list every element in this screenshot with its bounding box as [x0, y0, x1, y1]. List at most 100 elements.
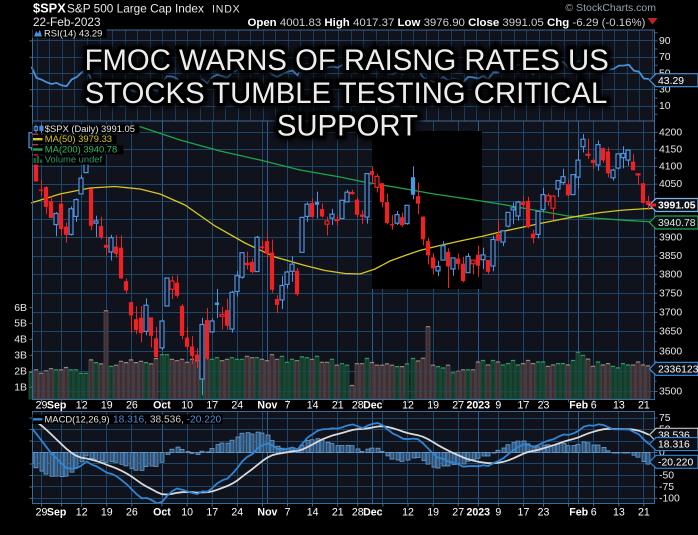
svg-text:10: 10: [659, 101, 671, 112]
svg-text:17: 17: [206, 399, 218, 411]
svg-text:6B: 6B: [14, 303, 27, 314]
svg-text:3600: 3600: [659, 346, 682, 357]
svg-text:70: 70: [659, 52, 671, 63]
svg-text:2336123: 2336123: [658, 365, 698, 376]
svg-text:12: 12: [76, 399, 88, 411]
svg-text:3750: 3750: [659, 288, 682, 299]
svg-text:18.316: 18.316: [658, 440, 690, 451]
svg-text:2B: 2B: [14, 366, 27, 377]
svg-text:Sep: Sep: [47, 399, 67, 411]
svg-text:Oct: Oct: [153, 399, 171, 411]
svg-text:MA(200) 3940.78: MA(200) 3940.78: [45, 143, 117, 154]
svg-text:Nov: Nov: [257, 507, 277, 519]
svg-text:2023: 2023: [466, 507, 490, 519]
svg-text:-20.220: -20.220: [658, 457, 693, 468]
svg-text:23: 23: [538, 507, 550, 519]
svg-text:Dec: Dec: [363, 399, 383, 411]
svg-text:SUPPORT: SUPPORT: [277, 110, 418, 143]
svg-text:4B: 4B: [14, 335, 27, 346]
svg-text:12: 12: [76, 507, 88, 519]
svg-text:-100: -100: [659, 493, 680, 504]
svg-text:Oct: Oct: [153, 507, 171, 519]
svg-text:5B: 5B: [14, 319, 27, 330]
svg-text:19: 19: [427, 399, 439, 411]
svg-text:S&P 500 Large Cap Index: S&P 500 Large Cap Index: [67, 2, 204, 16]
svg-text:7: 7: [285, 507, 291, 519]
svg-text:INDX: INDX: [212, 4, 241, 16]
svg-text:28: 28: [352, 399, 364, 411]
svg-text:17: 17: [518, 399, 530, 411]
svg-text:Nov: Nov: [257, 399, 277, 411]
svg-text:3650: 3650: [659, 327, 682, 338]
svg-text:FMOC WARNS OF RAISNG RATES US: FMOC WARNS OF RAISNG RATES US: [85, 44, 609, 77]
svg-text:10: 10: [181, 507, 193, 519]
svg-text:3850: 3850: [659, 251, 682, 262]
svg-text:0: 0: [659, 447, 665, 458]
svg-text:STOCKS TUMBLE TESTING CRITICAL: STOCKS TUMBLE TESTING CRITICAL: [85, 77, 608, 110]
svg-text:27: 27: [452, 507, 464, 519]
svg-text:Dec: Dec: [363, 507, 383, 519]
svg-text:$SPX (Daily) 3991.05: $SPX (Daily) 3991.05: [45, 123, 135, 134]
svg-text:12: 12: [402, 507, 414, 519]
svg-text:3940.78: 3940.78: [658, 218, 696, 229]
svg-text:21: 21: [638, 507, 650, 519]
svg-text:21: 21: [638, 399, 650, 411]
svg-text:24: 24: [231, 507, 243, 519]
svg-text:29: 29: [36, 507, 48, 519]
svg-text:38.536: 38.536: [658, 430, 690, 441]
svg-text:19: 19: [101, 399, 113, 411]
svg-text:29: 29: [36, 399, 48, 411]
svg-text:© StockCharts.com: © StockCharts.com: [565, 2, 656, 14]
svg-text:17: 17: [518, 507, 530, 519]
svg-text:Volume undef: Volume undef: [45, 154, 103, 165]
svg-text:7: 7: [285, 399, 291, 411]
svg-text:4050: 4050: [659, 179, 682, 190]
svg-text:10: 10: [181, 399, 193, 411]
svg-text:Feb: Feb: [569, 507, 588, 519]
svg-text:3500: 3500: [659, 386, 682, 397]
svg-text:4200: 4200: [659, 127, 682, 138]
svg-text:-75: -75: [659, 482, 674, 493]
svg-text:MACD(12,26,9): MACD(12,26,9): [45, 413, 110, 424]
svg-text:$SPX: $SPX: [33, 1, 66, 16]
svg-text:9: 9: [495, 507, 501, 519]
svg-text:-50: -50: [659, 470, 674, 481]
svg-text:4100: 4100: [659, 162, 682, 173]
svg-text:2023: 2023: [466, 399, 490, 411]
svg-text:MA(50) 3979.33: MA(50) 3979.33: [45, 133, 112, 144]
svg-text:3991.05: 3991.05: [658, 201, 696, 212]
svg-text:75: 75: [659, 413, 671, 424]
svg-text:12: 12: [402, 399, 414, 411]
svg-text:13: 13: [613, 507, 625, 519]
svg-text:RSI(14) 43.29: RSI(14) 43.29: [44, 27, 102, 38]
svg-text:17: 17: [206, 507, 218, 519]
svg-text:3700: 3700: [659, 307, 682, 318]
svg-text:3800: 3800: [659, 270, 682, 281]
svg-text:23: 23: [538, 399, 550, 411]
svg-text:13: 13: [613, 399, 625, 411]
svg-text:43.29: 43.29: [658, 76, 684, 87]
svg-text:19: 19: [427, 507, 439, 519]
svg-text:22-Feb-2023: 22-Feb-2023: [33, 15, 101, 29]
svg-text:26: 26: [126, 399, 138, 411]
svg-text:4150: 4150: [659, 144, 682, 155]
svg-text:18.316, 38.536, -20.220: 18.316, 38.536, -20.220: [113, 414, 222, 425]
svg-text:6: 6: [591, 507, 597, 519]
svg-text:3B: 3B: [14, 351, 27, 362]
svg-text:14: 14: [307, 399, 319, 411]
svg-text:3900: 3900: [659, 233, 682, 244]
svg-text:6: 6: [591, 399, 597, 411]
svg-text:Feb: Feb: [569, 399, 588, 411]
svg-text:Open 4001.83 High 4017.37 Low: Open 4001.83 High 4017.37 Low 3976.90 Cl…: [247, 17, 645, 29]
svg-text:26: 26: [126, 507, 138, 519]
svg-text:Sep: Sep: [47, 507, 67, 519]
svg-text:14: 14: [307, 507, 319, 519]
svg-text:9: 9: [495, 399, 501, 411]
svg-text:27: 27: [452, 399, 464, 411]
svg-text:24: 24: [231, 399, 243, 411]
svg-text:21: 21: [332, 507, 344, 519]
svg-text:90: 90: [659, 36, 671, 47]
svg-text:1B: 1B: [14, 382, 27, 393]
svg-text:28: 28: [352, 507, 364, 519]
svg-text:19: 19: [101, 507, 113, 519]
